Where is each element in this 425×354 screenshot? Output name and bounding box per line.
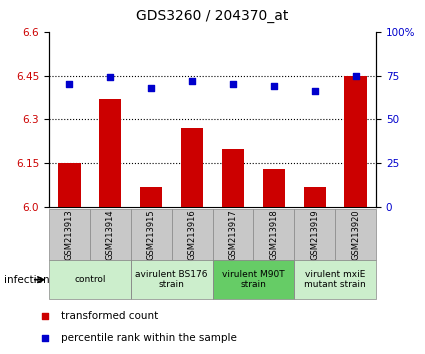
Text: avirulent BS176
strain: avirulent BS176 strain: [135, 270, 208, 289]
Text: GSM213918: GSM213918: [269, 209, 278, 260]
Bar: [49, 260, 131, 299]
Text: GSM213916: GSM213916: [187, 209, 196, 260]
Bar: [90, 209, 131, 260]
Bar: [253, 209, 294, 260]
Bar: [212, 260, 294, 299]
Text: GDS3260 / 204370_at: GDS3260 / 204370_at: [136, 9, 289, 23]
Point: [312, 88, 318, 94]
Bar: [172, 209, 212, 260]
Text: GSM213913: GSM213913: [65, 209, 74, 260]
Bar: [49, 209, 90, 260]
Bar: [131, 209, 172, 260]
Text: GSM213920: GSM213920: [351, 209, 360, 260]
Bar: [140, 187, 162, 207]
Text: virulent M90T
strain: virulent M90T strain: [222, 270, 285, 289]
Point: [189, 78, 196, 84]
Bar: [212, 209, 253, 260]
Point: [66, 81, 73, 87]
Bar: [131, 260, 212, 299]
Point: [352, 73, 359, 79]
Bar: [263, 169, 285, 207]
Text: control: control: [74, 275, 105, 284]
Point: [42, 335, 49, 341]
Text: GSM213917: GSM213917: [229, 209, 238, 260]
Bar: [303, 187, 326, 207]
Text: GSM213915: GSM213915: [147, 209, 156, 260]
Bar: [294, 209, 335, 260]
Text: virulent mxiE
mutant strain: virulent mxiE mutant strain: [304, 270, 366, 289]
Text: GSM213919: GSM213919: [310, 209, 319, 260]
Text: transformed count: transformed count: [61, 311, 158, 321]
Point: [230, 81, 236, 87]
Bar: [344, 76, 367, 207]
Point: [270, 83, 277, 89]
Text: percentile rank within the sample: percentile rank within the sample: [61, 332, 237, 343]
Bar: [294, 260, 376, 299]
Bar: [58, 163, 81, 207]
Point: [148, 85, 155, 91]
Bar: [335, 209, 376, 260]
Bar: [181, 128, 203, 207]
Point: [42, 314, 49, 319]
Bar: [222, 149, 244, 207]
Text: infection: infection: [4, 275, 50, 285]
Text: GSM213914: GSM213914: [106, 209, 115, 260]
Bar: [99, 99, 122, 207]
Point: [107, 75, 113, 80]
